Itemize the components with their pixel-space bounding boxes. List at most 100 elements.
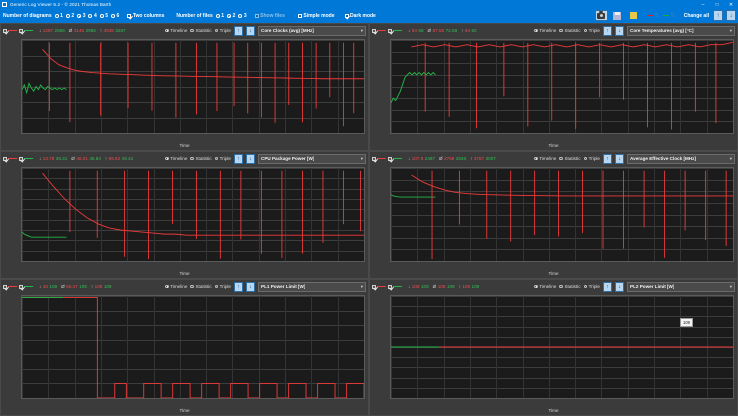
metric-select-core-clocks[interactable]: Core Clocks (avg) [MHz] ▾ [258,26,366,36]
view-mode-timeline-pl1-power-limit[interactable]: Timeline [165,284,187,289]
diagrams-radio-4[interactable]: 4 [88,13,96,19]
diagrams-radio-1[interactable]: 1 [55,13,63,19]
view-mode-triple-pl1-power-limit[interactable]: Triple [215,284,231,289]
diagrams-radio-5[interactable]: 5 [100,13,108,19]
y-gridline [391,398,733,399]
metric-select-average-effective-clock[interactable]: Average Effective Clock [MHz] ▾ [627,154,735,164]
diagrams-radio-2[interactable]: 2 [66,13,74,19]
series-red-toggle-pl2-power-limit[interactable] [372,285,386,289]
plot-canvas-core-clocks[interactable]: 150020002500300035004000450000:0000:0100… [21,39,365,134]
view-mode-statistic-pl1-power-limit[interactable]: Statistic [190,284,211,289]
view-mode-timeline-pl2-power-limit[interactable]: Timeline [534,284,556,289]
plot-canvas-average-effective-clock[interactable]: 0500100015002000250030003500400000:0000:… [390,167,734,262]
files-radio-1[interactable]: 1 [216,13,224,19]
simple-mode-checkbox[interactable]: Simple mode [298,13,335,19]
checkbox-icon [388,157,392,161]
move-up-button-cpu-package-power[interactable]: ↑ [234,154,243,164]
chart-header-pl2-power-limit: ↓ 109 109 Ø 109 109 ↑ 109 109 Timeline Statistic Tr… [370,280,737,293]
close-button[interactable]: ✕ [724,0,738,9]
show-files-checkbox[interactable]: Show files [255,13,285,19]
minimize-button[interactable]: – [696,0,710,9]
plot-canvas-cpu-package-power[interactable]: 203040506070809010011000:0000:0100:0200:… [21,167,365,262]
files-label: Number of files [176,13,212,19]
dark-mode-checkbox[interactable]: Dark mode [345,13,376,19]
view-mode-triple-core-temperatures[interactable]: Triple [584,28,600,33]
save-icon [613,12,621,20]
series-red-toggle-core-temperatures[interactable] [372,29,386,33]
stat-min-pl1-power-limit: ↓ 40 109 [39,284,57,289]
series-green-toggle-average-effective-clock[interactable] [388,157,402,161]
view-mode-timeline-average-effective-clock[interactable]: Timeline [534,156,556,161]
metric-select-pl1-power-limit[interactable]: PL1 Power Limit [W] ▾ [258,282,366,292]
view-mode-timeline-core-clocks[interactable]: Timeline [165,28,187,33]
view-mode-statistic-core-temperatures[interactable]: Statistic [559,28,580,33]
metric-select-core-temperatures[interactable]: Core Temperatures (avg) [°C] ▾ [627,26,735,36]
move-up-button-core-temperatures[interactable]: ↑ [603,26,612,36]
maximize-button[interactable]: □ [710,0,724,9]
radio-dot-icon [190,29,194,33]
metric-select-cpu-package-power[interactable]: CPU Package Power [W] ▾ [258,154,366,164]
files-radio-3[interactable]: 3 [238,13,246,19]
red-series-select-button[interactable]: ⇅ [647,10,660,21]
radio-dot-icon [559,29,563,33]
view-mode-statistic-average-effective-clock[interactable]: Statistic [559,156,580,161]
save-button[interactable] [611,10,624,21]
two-columns-checkbox[interactable]: Two columns [127,13,164,19]
plot-canvas-core-temperatures[interactable]: 55606570758085909500:0000:0100:0200:0300… [390,39,734,134]
y-gridline [391,261,733,262]
checkbox-icon [372,285,376,289]
updown-arrow-icon: ⇅ [670,13,675,19]
series-green-toggle-core-clocks[interactable] [19,29,33,33]
chart-stats-average-effective-clock: ↓ 107.9 2497 Ø 2769 2846 ↑ 3787 3007 [408,156,496,161]
change-all-up-button[interactable]: ↑ [713,10,723,21]
diagrams-radio-6[interactable]: 6 [111,13,119,19]
screenshot-button[interactable] [595,10,608,21]
view-mode-statistic-cpu-package-power[interactable]: Statistic [190,156,211,161]
plot-canvas-pl1-power-limit[interactable]: 40506070809010011000:0000:0100:0200:0300… [21,295,365,399]
series-red-toggle-cpu-package-power[interactable] [3,157,17,161]
open-folder-button[interactable] [627,10,640,21]
max-symbol: ↑ [91,284,93,289]
move-up-button-pl2-power-limit[interactable]: ↑ [603,282,612,292]
series-red-toggle-pl1-power-limit[interactable] [3,285,17,289]
chart-controls-pl1-power-limit: Timeline Statistic Triple ↑ ↓ PL1 Power Limit… [165,282,366,292]
plot-canvas-pl2-power-limit[interactable]: 110109.8109.6109.4109.2109108.8108.6108.… [390,295,734,399]
green-series-select-button[interactable]: ⇅ [663,10,676,21]
view-mode-triple-average-effective-clock[interactable]: Triple [584,156,600,161]
move-down-button-average-effective-clock[interactable]: ↓ [615,154,624,164]
view-mode-triple-core-clocks[interactable]: Triple [215,28,231,33]
metric-select-pl2-power-limit[interactable]: PL2 Power Limit [W] ▾ [627,282,735,292]
stat-max-average-effective-clock: ↑ 3787 3007 [470,156,496,161]
series-green-toggle-pl2-power-limit[interactable] [388,285,402,289]
radio-dot-icon [534,157,538,161]
series-green-toggle-cpu-package-power[interactable] [19,157,33,161]
series-polyline [391,195,435,197]
series-layer-average-effective-clock [391,168,733,261]
view-mode-timeline-core-temperatures[interactable]: Timeline [534,28,556,33]
series-red-toggle-core-clocks[interactable] [3,29,17,33]
move-down-button-core-temperatures[interactable]: ↓ [615,26,624,36]
move-down-button-core-clocks[interactable]: ↓ [246,26,255,36]
view-mode-triple-pl2-power-limit[interactable]: Triple [584,284,600,289]
view-mode-triple-cpu-package-power[interactable]: Triple [215,156,231,161]
files-radio-2[interactable]: 2 [227,13,235,19]
move-down-button-pl1-power-limit[interactable]: ↓ [246,282,255,292]
move-down-button-pl2-power-limit[interactable]: ↓ [615,282,624,292]
max-symbol: ↑ [105,156,107,161]
series-green-toggle-core-temperatures[interactable] [388,29,402,33]
move-up-button-core-clocks[interactable]: ↑ [234,26,243,36]
diagrams-radio-3[interactable]: 3 [77,13,85,19]
green-line-swatch-icon [393,30,402,32]
view-mode-timeline-cpu-package-power[interactable]: Timeline [165,156,187,161]
series-red-toggle-average-effective-clock[interactable] [372,157,386,161]
view-mode-statistic-pl2-power-limit[interactable]: Statistic [559,284,580,289]
move-up-button-pl1-power-limit[interactable]: ↑ [234,282,243,292]
x-gridline [733,40,734,133]
view-mode-statistic-core-clocks[interactable]: Statistic [190,28,211,33]
change-all-down-button[interactable]: ↓ [726,10,736,21]
min-symbol: ↓ [39,284,41,289]
move-down-button-cpu-package-power[interactable]: ↓ [246,154,255,164]
max-symbol: ↑ [461,28,463,33]
move-up-button-average-effective-clock[interactable]: ↑ [603,154,612,164]
series-green-toggle-pl1-power-limit[interactable] [19,285,33,289]
